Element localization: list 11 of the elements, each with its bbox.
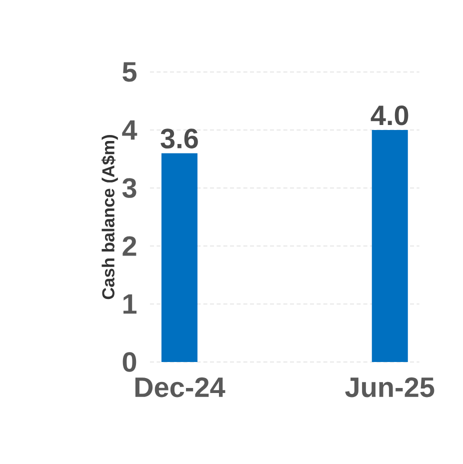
y-axis-title: Cash balance (A$m) [101, 135, 118, 300]
x-tick-label: Dec-24 [135, 377, 226, 398]
y-tick-label: 3 [122, 178, 136, 198]
y-tick-label: 1 [123, 294, 136, 314]
y-tick-label: 2 [122, 236, 136, 256]
y-tick-label: 4 [122, 120, 138, 140]
y-tick-label: 0 [122, 352, 136, 372]
data-label: 4.0 [370, 105, 408, 126]
data-label: 3.6 [160, 128, 198, 148]
y-tick-label: 5 [122, 62, 136, 82]
x-tick-label: Jun-25 [345, 377, 434, 398]
